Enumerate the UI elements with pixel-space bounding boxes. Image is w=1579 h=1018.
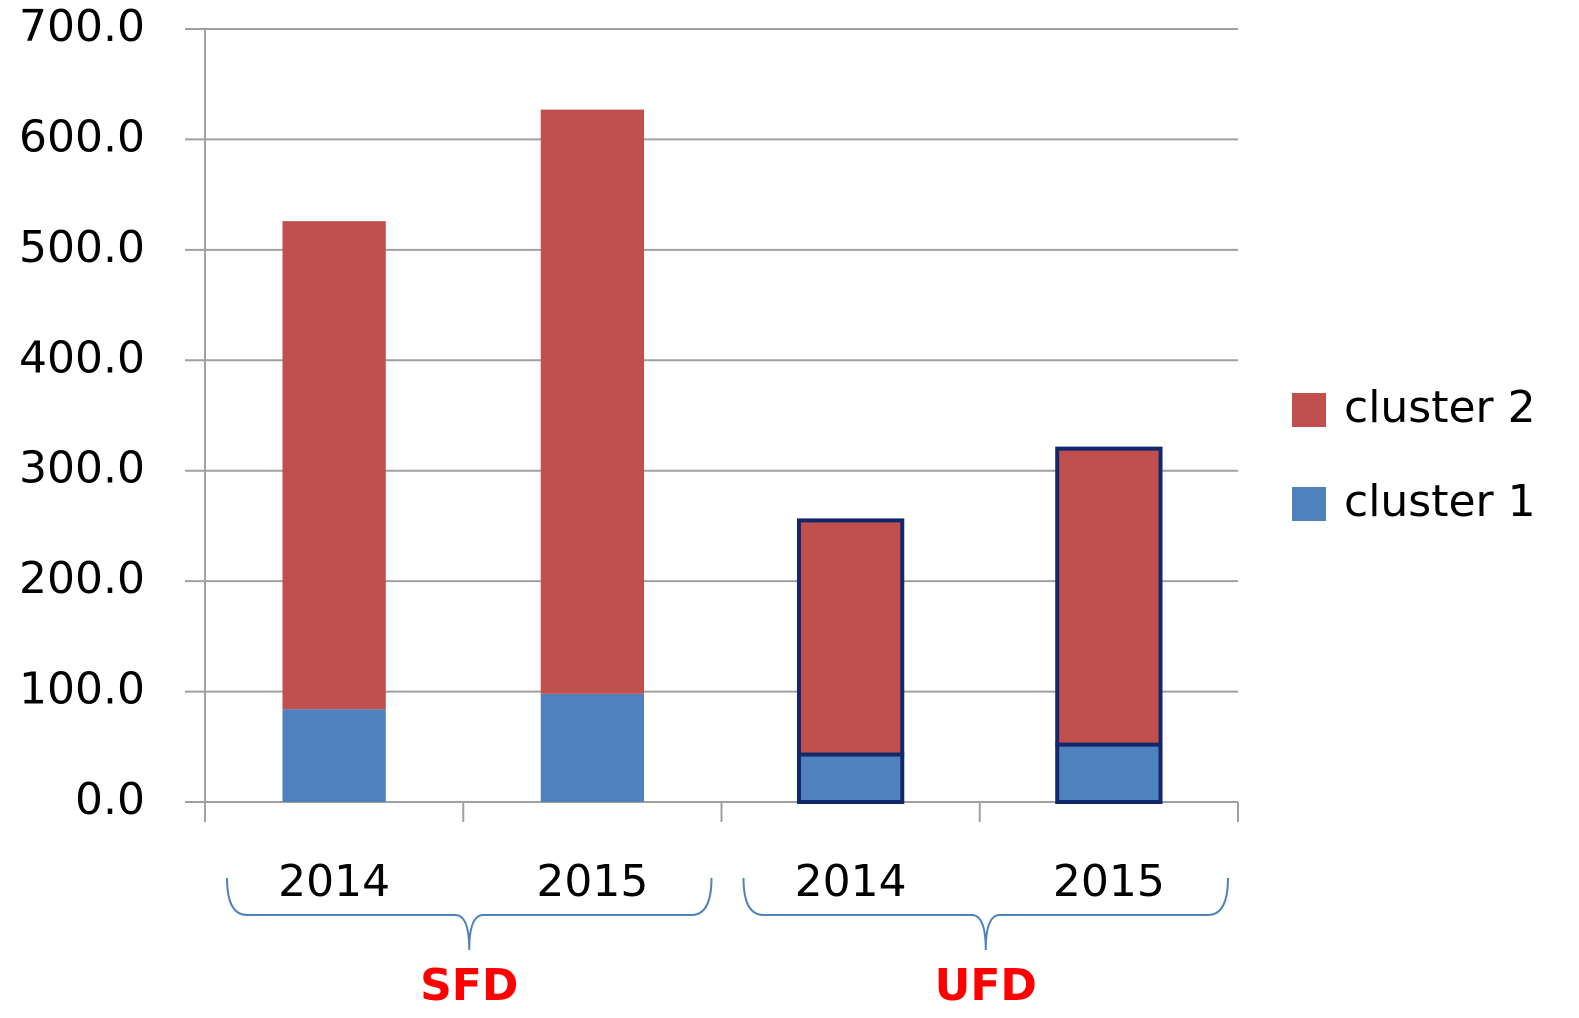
group-label: SFD [420,960,518,1011]
y-tick-label: 600.0 [19,111,145,162]
y-tick-label: 500.0 [19,222,145,273]
y-tick-label: 400.0 [19,332,145,383]
y-tick-label: 700.0 [19,1,145,52]
bar-segment [540,109,645,694]
y-tick-label: 100.0 [19,664,145,715]
legend-swatch [1292,393,1326,427]
group-brace [742,877,1229,951]
legend-label: cluster 1 [1344,476,1536,527]
x-tick-label: 2015 [536,856,648,907]
bar-segment [282,709,386,802]
bar-segment [796,752,905,804]
y-tick-label: 200.0 [19,553,145,604]
y-tick-label: 300.0 [19,443,145,494]
x-tick-label: 2014 [278,856,390,907]
bar-segment [540,693,645,802]
x-tick-label: 2014 [795,856,907,907]
group-brace [226,877,713,951]
bar-segment [282,221,386,710]
bar-segment [1055,742,1163,805]
bar-segment [796,518,905,757]
y-tick-label: 0.0 [75,774,145,825]
group-label: UFD [935,960,1037,1011]
x-tick-label: 2015 [1053,856,1165,907]
bar-segment [1055,446,1163,747]
legend-label: cluster 2 [1344,382,1536,433]
legend-swatch [1292,487,1326,521]
